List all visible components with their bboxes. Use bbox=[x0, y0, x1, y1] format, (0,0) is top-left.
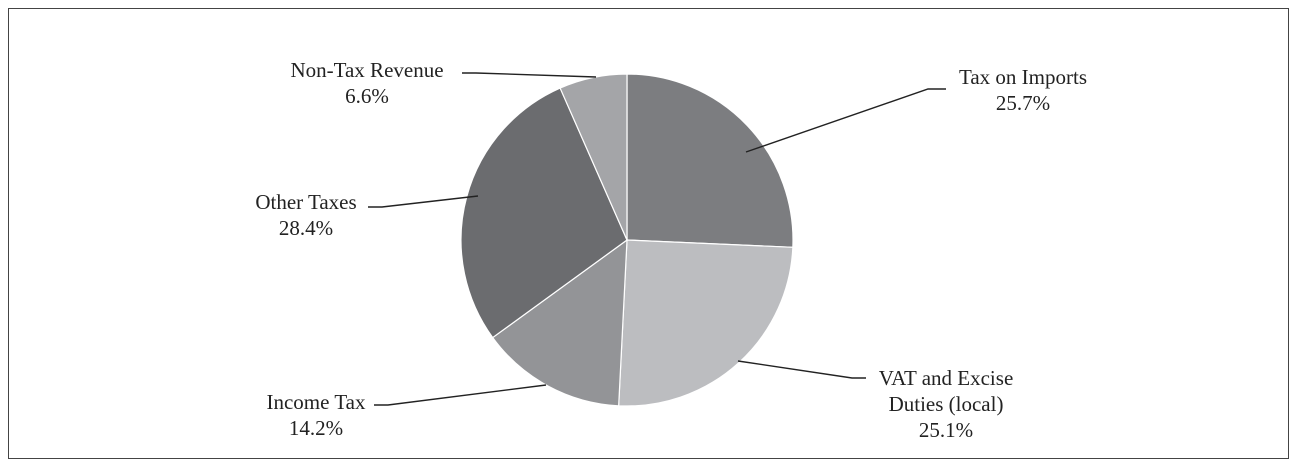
data-label-pct-vat-and-excise-duties-local: 25.1% bbox=[919, 418, 973, 442]
leader-line-income-tax bbox=[374, 384, 547, 406]
data-label-name-tax-on-imports: Tax on Imports bbox=[959, 65, 1087, 89]
pie-slice-non-tax-revenue bbox=[559, 73, 628, 241]
data-label-pct-tax-on-imports: 25.7% bbox=[996, 91, 1050, 115]
data-label-name-other-taxes: Other Taxes bbox=[255, 190, 356, 214]
data-label-pct-other-taxes: 28.4% bbox=[279, 216, 333, 240]
data-label-name-vat-and-excise-duties-local: Duties (local) bbox=[889, 392, 1004, 416]
data-label-pct-income-tax: 14.2% bbox=[289, 416, 343, 440]
leader-line-vat-and-excise-duties-local bbox=[737, 360, 866, 379]
pie-slice-income-tax bbox=[491, 238, 628, 407]
data-label-name-income-tax: Income Tax bbox=[266, 390, 366, 414]
data-label-name-non-tax-revenue: Non-Tax Revenue bbox=[290, 58, 443, 82]
pie-slice-vat-and-excise-duties-local bbox=[618, 239, 794, 407]
leader-line-tax-on-imports bbox=[745, 88, 946, 153]
pie-slice-tax-on-imports bbox=[626, 73, 794, 248]
leader-line-non-tax-revenue bbox=[462, 72, 597, 78]
data-label-pct-non-tax-revenue: 6.6% bbox=[345, 84, 389, 108]
data-label-name-vat-and-excise-duties-local: VAT and Excise bbox=[879, 366, 1014, 390]
leader-line-other-taxes bbox=[368, 195, 479, 208]
